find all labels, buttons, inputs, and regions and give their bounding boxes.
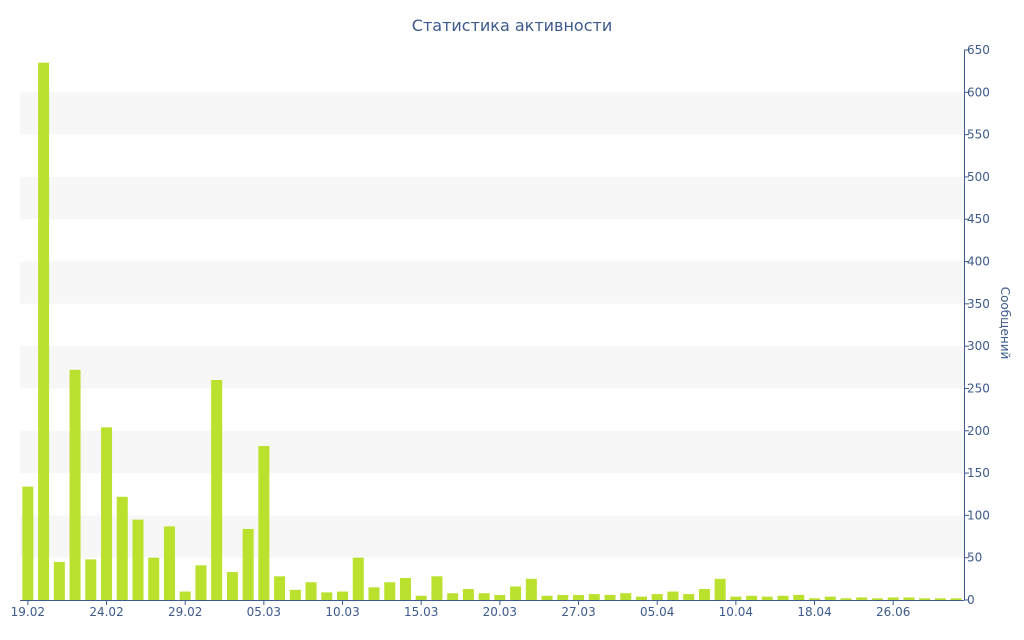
bar	[588, 594, 600, 600]
bar	[714, 578, 726, 600]
x-axis: 19.02 24.02 29.02 05.03 10.03 15.03 20.03 27.03…	[11, 600, 964, 619]
grid-band	[20, 346, 964, 389]
bar	[635, 596, 647, 600]
bar	[541, 595, 553, 600]
y-axis: 0 50 100 150 200 250 300 350 400 450 500 550 600 650	[964, 43, 990, 607]
bar	[462, 589, 474, 600]
bar	[321, 592, 333, 600]
bar	[667, 591, 679, 600]
bar	[730, 596, 742, 600]
bar	[211, 380, 223, 600]
x-tick-label: 10.04	[719, 605, 753, 619]
grid-band	[20, 261, 964, 304]
grid-band	[20, 92, 964, 135]
x-tick-label: 19.02	[11, 605, 45, 619]
bar	[478, 593, 490, 600]
bar	[368, 587, 380, 600]
bar	[809, 598, 821, 600]
chart-title: Статистика активности	[412, 16, 612, 35]
bar	[746, 595, 758, 600]
y-axis-label: Сообщений	[998, 287, 1012, 360]
bar	[69, 369, 81, 600]
x-tick-label: 05.04	[640, 605, 674, 619]
bar	[116, 496, 128, 600]
bar	[399, 578, 411, 600]
x-tick-label: 15.03	[404, 605, 438, 619]
y-tick-label: 100	[967, 508, 990, 522]
bar	[698, 589, 710, 600]
bar	[337, 591, 349, 600]
y-tick-label: 500	[967, 170, 990, 184]
bar	[620, 593, 632, 600]
y-tick-label: 550	[967, 128, 990, 142]
x-tick-label: 24.02	[89, 605, 123, 619]
y-tick-label: 350	[967, 297, 990, 311]
bar	[53, 561, 65, 600]
bars	[22, 62, 962, 600]
bar	[101, 427, 113, 600]
x-tick-label: 10.03	[325, 605, 359, 619]
y-tick-label: 250	[967, 381, 990, 395]
bar	[651, 594, 663, 600]
bar	[447, 593, 459, 600]
x-tick-label: 20.03	[483, 605, 517, 619]
bar	[557, 594, 569, 600]
x-tick-label: 26.06	[876, 605, 910, 619]
y-tick-label: 650	[967, 43, 990, 57]
bar	[179, 591, 191, 600]
bar	[683, 594, 695, 600]
bar	[494, 594, 506, 600]
bar	[242, 528, 254, 600]
y-tick-label: 450	[967, 212, 990, 226]
bar	[793, 594, 805, 600]
bar	[415, 595, 427, 600]
bar	[919, 598, 931, 600]
bar	[195, 565, 207, 600]
y-tick-label: 300	[967, 339, 990, 353]
y-tick-label: 0	[967, 593, 975, 607]
grid-band	[20, 430, 964, 474]
bar	[85, 559, 97, 600]
bar	[258, 446, 270, 600]
bar	[573, 594, 585, 600]
bar	[824, 596, 836, 600]
bar	[840, 598, 852, 600]
bar	[226, 572, 238, 600]
bar	[510, 586, 522, 600]
bar	[431, 576, 443, 600]
grid-bands	[20, 92, 964, 558]
bar	[38, 62, 50, 600]
bar	[352, 557, 364, 600]
bar	[274, 576, 286, 600]
bar	[887, 597, 899, 600]
bar	[384, 582, 396, 600]
bar	[604, 594, 616, 600]
bar	[305, 582, 317, 600]
bar	[856, 597, 868, 600]
grid-band	[20, 515, 964, 558]
bar	[871, 598, 883, 600]
grid-band	[20, 176, 964, 220]
bar	[163, 526, 175, 600]
x-tick-label: 27.03	[561, 605, 595, 619]
bar	[289, 589, 301, 600]
bar	[525, 578, 537, 600]
bar	[132, 519, 144, 600]
bar	[903, 597, 915, 600]
bar	[934, 598, 946, 600]
y-tick-label: 50	[967, 551, 982, 565]
y-tick-label: 200	[967, 424, 990, 438]
y-tick-label: 400	[967, 255, 990, 269]
x-tick-label: 29.02	[168, 605, 202, 619]
x-tick-label: 05.03	[247, 605, 281, 619]
x-tick-label: 18.04	[797, 605, 831, 619]
bar	[950, 598, 962, 600]
y-tick-label: 150	[967, 466, 990, 480]
y-tick-label: 600	[967, 85, 990, 99]
bar	[777, 595, 789, 600]
bar	[22, 486, 34, 600]
bar	[761, 596, 773, 600]
bar	[148, 557, 160, 600]
